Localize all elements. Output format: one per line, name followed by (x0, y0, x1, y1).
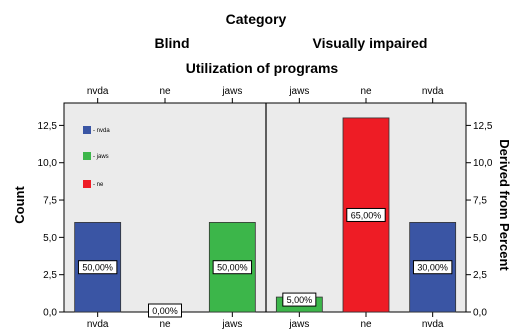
x-top-tick-label: jaws (288, 86, 309, 97)
panel-label-blind: Blind (155, 35, 190, 51)
y2-tick-label: 0,0 (473, 308, 487, 319)
data-label-box (412, 260, 453, 275)
y-tick-label: 10,0 (38, 158, 58, 169)
x-tick-label: ne (360, 319, 372, 330)
plot-frame (63, 102, 467, 313)
x-tick-label: jaws (288, 319, 309, 330)
chart-subtitle: Utilization of programs (186, 60, 339, 76)
x-top-tick-label: nvda (422, 86, 444, 97)
plot-area: 0,0 0,0 2,5 2,5 5,0 5,0 7,5 7,5 10,0 10,0 12,5 12,5… (38, 86, 493, 330)
data-label: 0,00% (152, 306, 178, 316)
y2-tick-label: 2,5 (473, 270, 487, 281)
category-title: Category (226, 11, 287, 27)
data-label: 30,00% (417, 263, 448, 273)
data-label-box (282, 292, 317, 307)
y2-tick-label: 10,0 (473, 158, 493, 169)
y-tick-label: 0,0 (43, 308, 57, 319)
x-top-tick-label: ne (360, 86, 372, 97)
x-top-tick-label: jaws (221, 86, 242, 97)
y2-axis-label: Derived from Percent (497, 139, 512, 271)
y-tick-label: 2,5 (43, 270, 57, 281)
data-label: 5,00% (287, 295, 313, 305)
legend-label: - ne (93, 182, 104, 188)
data-label-box (346, 207, 386, 222)
x-top-tick-label: ne (159, 86, 171, 97)
y-tick-label: 12,5 (38, 121, 58, 132)
legend-swatch (83, 126, 91, 134)
x-tick-label: nvda (422, 319, 444, 330)
legend-label: - jaws (93, 154, 109, 160)
data-label: 50,00% (82, 263, 113, 273)
y2-tick-label: 7,5 (473, 196, 487, 207)
legend-label: - nvda (93, 128, 110, 134)
legend-swatch (83, 152, 91, 160)
data-label: 50,00% (217, 263, 248, 273)
y2-tick-label: 12,5 (473, 121, 493, 132)
data-label: 65,00% (351, 210, 382, 220)
y-axis-label: Count (12, 186, 27, 224)
x-tick-label: nvda (87, 319, 109, 330)
panel-label-visually-impaired: Visually impaired (313, 35, 428, 51)
y-tick-label: 7,5 (43, 196, 57, 207)
y2-tick-label: 5,0 (473, 233, 487, 244)
x-top-tick-label: nvda (87, 86, 109, 97)
data-label-box (212, 260, 253, 275)
data-label-box (148, 303, 182, 318)
x-tick-label: ne (159, 319, 171, 330)
legend-swatch (83, 180, 91, 188)
y-tick-label: 5,0 (43, 233, 57, 244)
x-tick-label: jaws (221, 319, 242, 330)
data-label-box (77, 260, 118, 275)
